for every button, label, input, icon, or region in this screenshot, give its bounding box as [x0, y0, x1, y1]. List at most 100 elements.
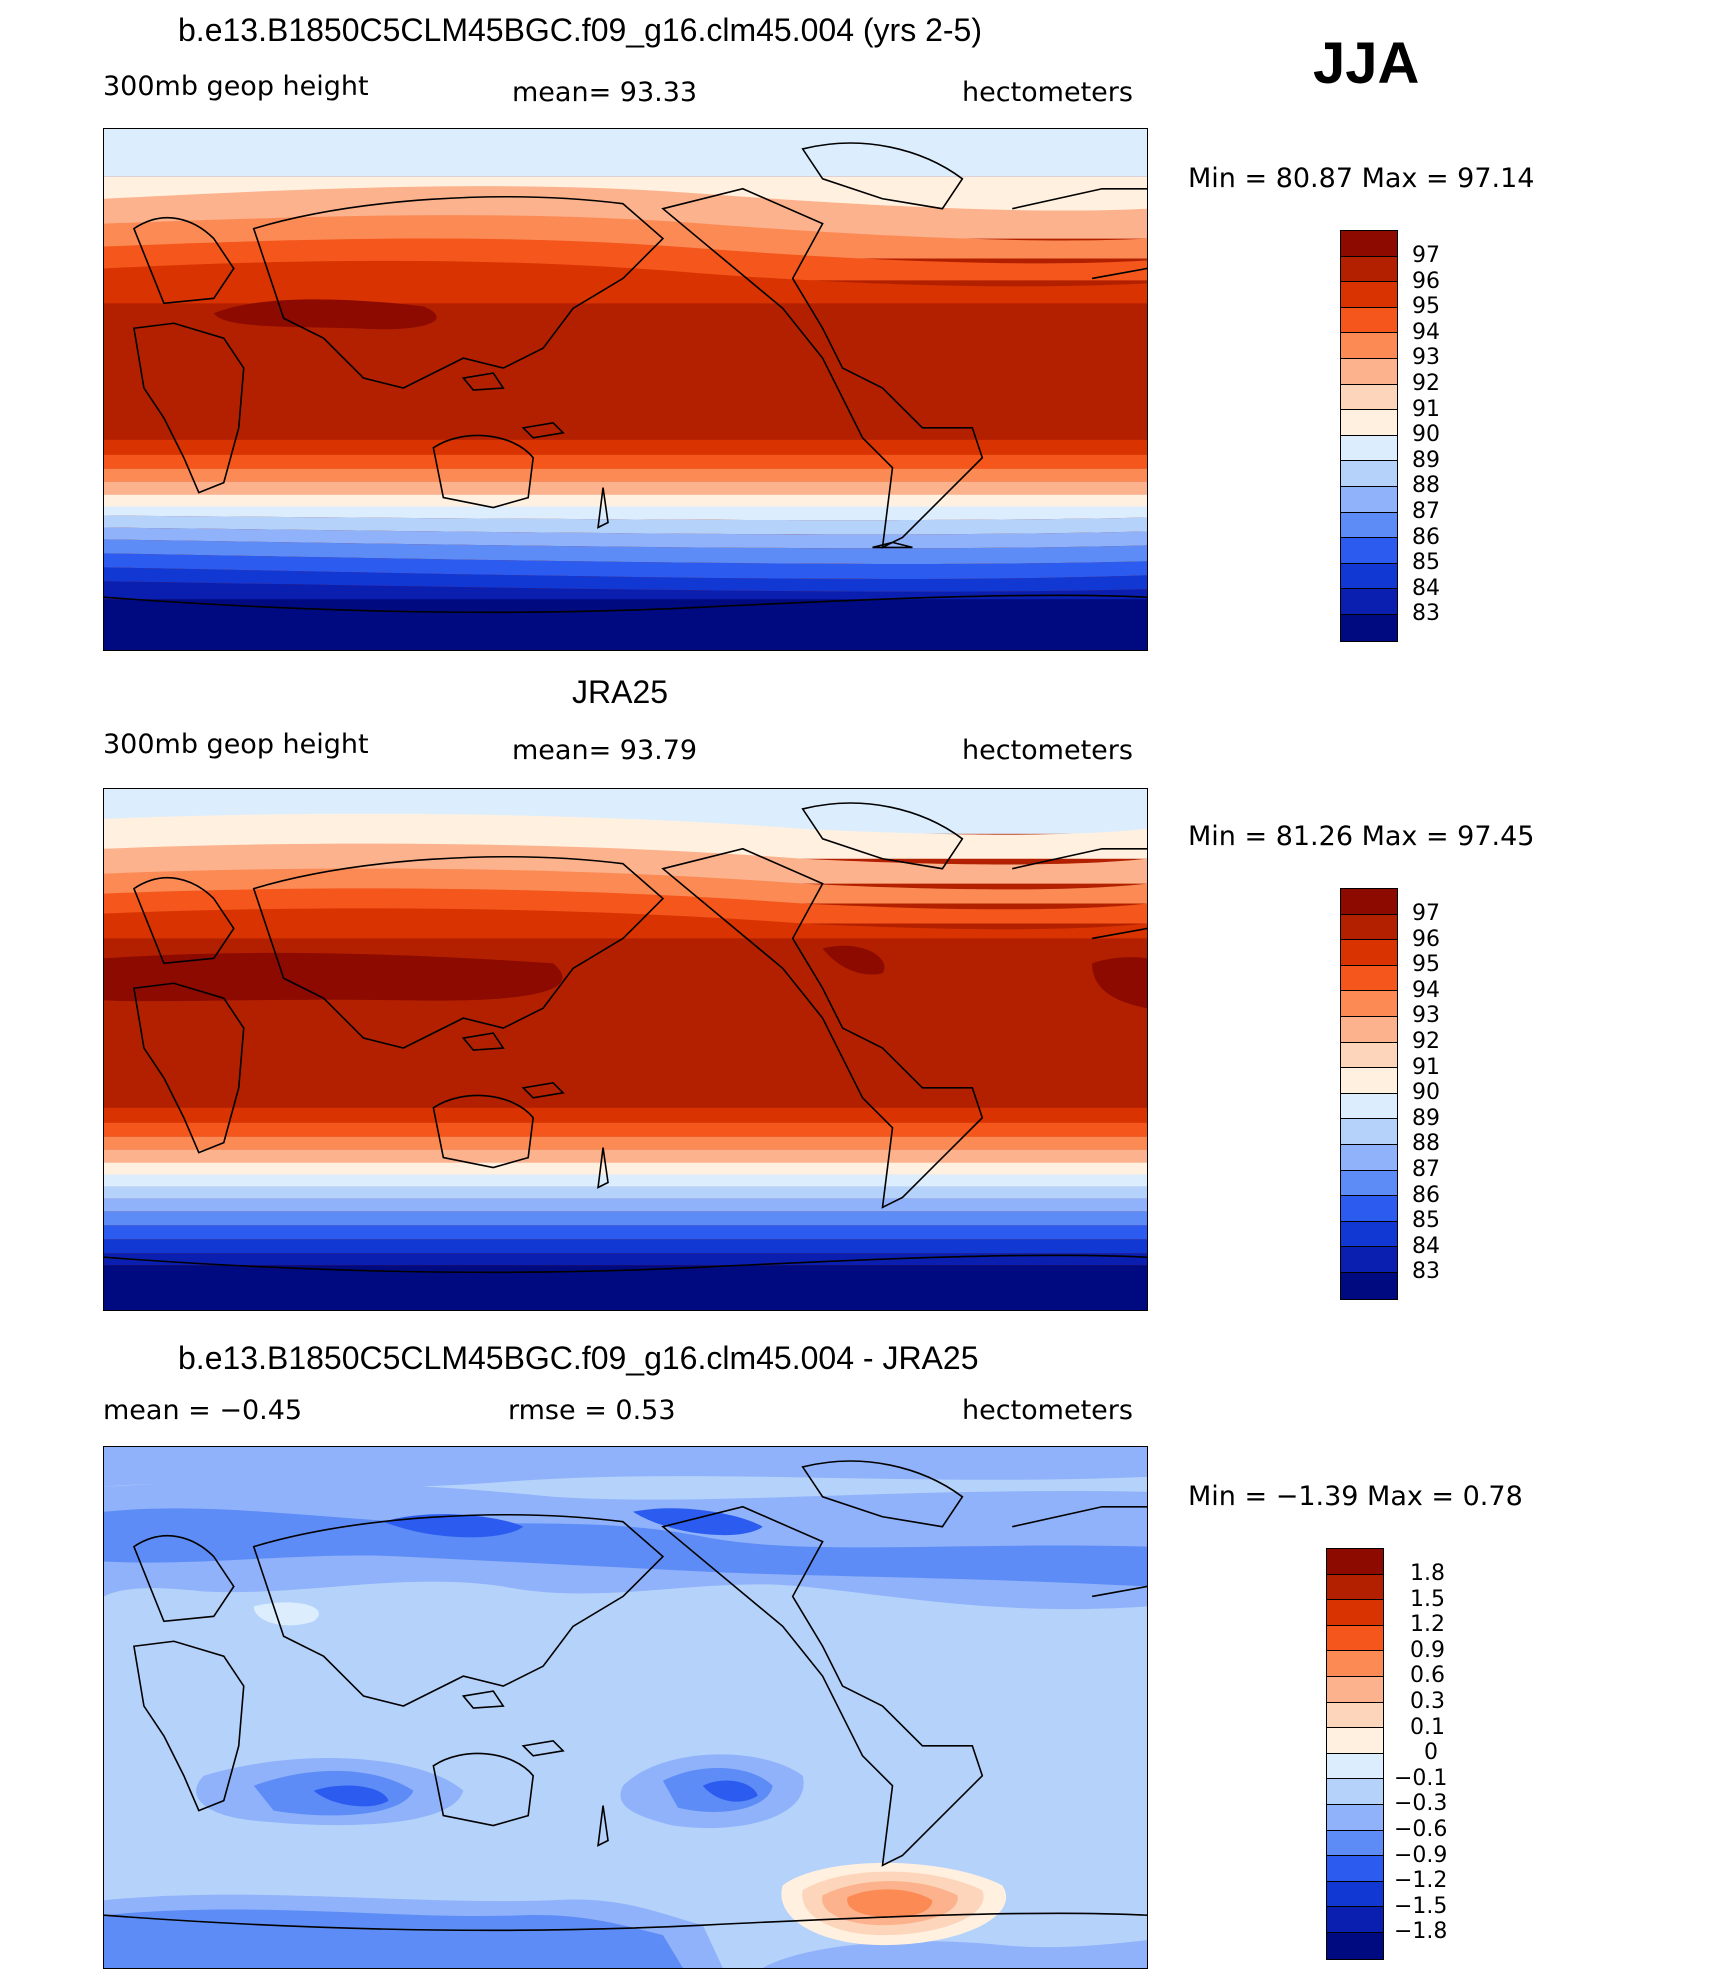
panel3-colorbar-cell — [1327, 1856, 1383, 1882]
panel1-colorbar — [1340, 230, 1398, 642]
colorbar-label: 93 — [1412, 345, 1440, 371]
colorbar-label: 1.8 — [1410, 1561, 1445, 1586]
colorbar-label: 87 — [1412, 499, 1440, 524]
colorbar-label: 83 — [1412, 1259, 1440, 1285]
panel1-colorbar-cell — [1341, 538, 1397, 564]
colorbar-label: 91 — [1412, 1054, 1440, 1080]
colorbar-label: −0.1 — [1394, 1765, 1448, 1791]
colorbar-label: 83 — [1412, 601, 1440, 627]
panel1-colorbar-cell — [1341, 384, 1397, 411]
panel2-colorbar-cell — [1341, 965, 1397, 992]
colorbar-label: 92 — [1412, 371, 1440, 396]
panel1-colorbar-cell — [1341, 307, 1397, 334]
panel1-title: b.e13.B1850C5CLM45BGC.f09_g16.clm45.004 … — [178, 12, 982, 48]
panel2-units: hectometers — [962, 735, 1133, 766]
colorbar-label: 0.3 — [1410, 1689, 1445, 1714]
colorbar-label: 1.5 — [1410, 1586, 1445, 1612]
panel2-colorbar-cell — [1341, 1144, 1397, 1171]
colorbar-label: 0.9 — [1410, 1637, 1445, 1663]
colorbar-label: 91 — [1412, 396, 1440, 422]
panel3-colorbar-cell — [1327, 1804, 1383, 1831]
panel3-colorbar-cell — [1327, 1600, 1383, 1626]
panel2-mean: mean= 93.79 — [512, 735, 698, 766]
season-label: JJA — [1313, 31, 1420, 96]
colorbar-label: 89 — [1412, 1105, 1440, 1131]
panel1-colorbar-cell — [1341, 614, 1397, 641]
panel2-colorbar-cell — [1341, 991, 1397, 1017]
colorbar-label: 97 — [1412, 243, 1440, 268]
panel3-colorbar — [1326, 1548, 1384, 1960]
panel2-colorbar-cell — [1341, 1119, 1397, 1145]
panel3-mean: mean = −0.45 — [103, 1395, 303, 1426]
panel3-units: hectometers — [962, 1395, 1133, 1426]
panel1-field-label: 300mb geop height — [103, 71, 369, 102]
colorbar-label: 0 — [1424, 1740, 1438, 1766]
panel3-title: b.e13.B1850C5CLM45BGC.f09_g16.clm45.004 … — [178, 1340, 979, 1376]
panel1-colorbar-cell — [1341, 435, 1397, 462]
panel2-colorbar-cell — [1341, 914, 1397, 941]
panel3-colorbar-cell — [1327, 1932, 1383, 1959]
panel1-mean: mean= 93.33 — [512, 77, 698, 108]
colorbar-label: 85 — [1412, 550, 1440, 576]
colorbar-label: 86 — [1412, 524, 1440, 550]
colorbar-label: 96 — [1412, 268, 1440, 294]
colorbar-label: 94 — [1412, 319, 1440, 345]
panel1-colorbar-cell — [1341, 589, 1397, 615]
panel1-colorbar-cell — [1341, 358, 1397, 385]
panel1-colorbar-cell — [1341, 563, 1397, 590]
panel3-contour-field — [104, 1447, 1147, 1968]
panel3-colorbar-cell — [1327, 1907, 1383, 1933]
colorbar-label: 97 — [1412, 901, 1440, 926]
colorbar-label: −0.6 — [1394, 1817, 1448, 1842]
panel3-colorbar-cell — [1327, 1830, 1383, 1857]
colorbar-label: −1.5 — [1394, 1893, 1448, 1919]
panel2-colorbar-cell — [1341, 1221, 1397, 1248]
panel2-field-label: 300mb geop height — [103, 729, 369, 760]
colorbar-label: 92 — [1412, 1029, 1440, 1054]
panel1-map — [103, 128, 1148, 651]
colorbar-label: 84 — [1412, 1233, 1440, 1259]
panel2-title: JRA25 — [572, 674, 669, 710]
panel2-colorbar-cell — [1341, 1016, 1397, 1043]
panel1-contour-field — [104, 129, 1147, 650]
colorbar-label: 86 — [1412, 1182, 1440, 1208]
colorbar-label: 85 — [1412, 1208, 1440, 1234]
panel3-minmax: Min = −1.39 Max = 0.78 — [1188, 1481, 1523, 1512]
panel3-colorbar-cell — [1327, 1651, 1383, 1677]
panel3-colorbar-cell — [1327, 1574, 1383, 1601]
panel3-colorbar-cell — [1327, 1753, 1383, 1780]
panel2-colorbar-cell — [1341, 1196, 1397, 1222]
panel3-colorbar-cell — [1327, 1625, 1383, 1652]
panel1-colorbar-cell — [1341, 282, 1397, 308]
panel1-minmax: Min = 80.87 Max = 97.14 — [1188, 163, 1535, 194]
panel3-rmse: rmse = 0.53 — [508, 1395, 676, 1426]
panel2-colorbar-cell — [1341, 940, 1397, 966]
colorbar-label: 90 — [1412, 422, 1440, 448]
panel3-colorbar-cell — [1327, 1881, 1383, 1908]
colorbar-label: −0.9 — [1394, 1842, 1448, 1868]
colorbar-label: 94 — [1412, 977, 1440, 1003]
panel3-map — [103, 1446, 1148, 1969]
panel2-map — [103, 788, 1148, 1311]
panel2-colorbar-cell — [1341, 1170, 1397, 1197]
colorbar-label: 95 — [1412, 294, 1440, 320]
panel1-colorbar-cell — [1341, 461, 1397, 487]
panel1-units: hectometers — [962, 77, 1133, 108]
colorbar-label: 95 — [1412, 952, 1440, 978]
panel1-colorbar-cell — [1341, 486, 1397, 513]
panel2-colorbar-cell — [1341, 1042, 1397, 1069]
colorbar-label: 90 — [1412, 1080, 1440, 1106]
panel2-colorbar-cell — [1341, 889, 1397, 915]
panel2-colorbar-cell — [1341, 1247, 1397, 1273]
panel1-colorbar-cell — [1341, 256, 1397, 283]
panel3-colorbar-cell — [1327, 1549, 1383, 1575]
panel1-colorbar-cell — [1341, 231, 1397, 257]
panel2-minmax: Min = 81.26 Max = 97.45 — [1188, 821, 1535, 852]
colorbar-label: 88 — [1412, 473, 1440, 499]
colorbar-label: 87 — [1412, 1157, 1440, 1182]
panel2-colorbar-cell — [1341, 1093, 1397, 1120]
colorbar-label: −1.2 — [1394, 1868, 1448, 1894]
colorbar-label: −1.8 — [1394, 1919, 1448, 1945]
colorbar-label: 89 — [1412, 447, 1440, 473]
panel3-colorbar-cell — [1327, 1728, 1383, 1754]
